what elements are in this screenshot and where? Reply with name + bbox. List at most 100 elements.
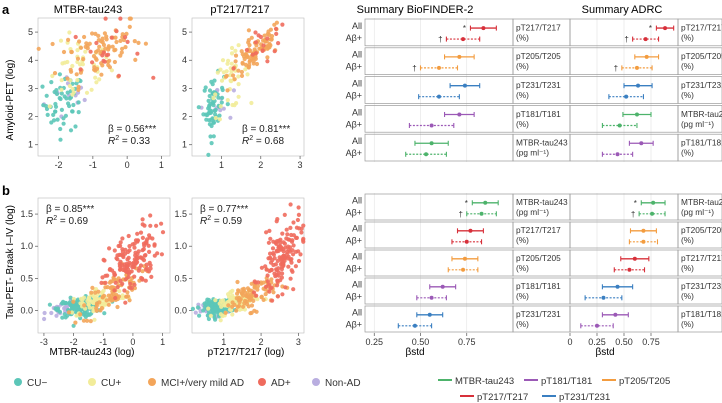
estimate-abeta (412, 323, 417, 328)
row-box (364, 249, 514, 277)
x-tick-label: 1 (219, 160, 224, 170)
row-label: pT181/T181 (516, 281, 561, 291)
data-point (96, 33, 101, 39)
data-point (266, 256, 271, 261)
data-point (93, 68, 98, 73)
estimate-all (651, 200, 656, 205)
row-label: pT231/T231 (516, 80, 561, 90)
data-point (296, 212, 301, 217)
data-point (81, 318, 86, 323)
data-point (142, 223, 147, 228)
data-point (54, 88, 59, 93)
data-point (148, 223, 153, 228)
data-point (99, 280, 104, 285)
row-label: (%) (516, 235, 529, 245)
data-point (98, 308, 103, 313)
data-point (159, 252, 164, 257)
data-point (265, 55, 270, 60)
data-point (110, 44, 115, 49)
data-point (63, 113, 68, 118)
data-point (93, 75, 98, 80)
data-point (40, 84, 45, 89)
data-point (127, 16, 132, 21)
data-point (211, 96, 216, 101)
data-point (114, 29, 119, 34)
x-tick-label: 0.25 (588, 337, 606, 347)
legend-label: MTBR-tau243 (455, 376, 514, 387)
data-point (66, 37, 71, 43)
row-label-all: All (352, 308, 362, 318)
x-tick-label: -2 (70, 337, 78, 347)
data-point (152, 243, 157, 248)
forest-b-bf2: MTBR-tau243(pg ml⁻¹)AllAβ+*†pT217/T217(%… (346, 193, 571, 347)
data-point (77, 39, 82, 44)
data-point (195, 305, 201, 310)
data-point (140, 248, 145, 253)
y-tick-label: 1.5 (174, 209, 187, 219)
data-point (213, 306, 218, 311)
legend-label-cu-: CU− (27, 378, 47, 389)
sig-abeta: † (624, 35, 628, 44)
row-label-all: All (352, 136, 362, 146)
data-point (246, 28, 251, 33)
sig-all: * (649, 24, 652, 33)
data-point (105, 285, 110, 290)
data-point (136, 249, 141, 254)
data-point (36, 46, 41, 51)
data-point (132, 245, 137, 250)
data-point (54, 313, 59, 318)
data-point (253, 56, 258, 62)
data-point (107, 246, 112, 251)
row-label: MTBR-tau243 (516, 138, 568, 148)
y-tick-label: 1 (182, 140, 187, 150)
data-point (236, 82, 241, 87)
data-point (283, 285, 288, 290)
data-point (113, 280, 118, 285)
data-point (239, 49, 244, 54)
data-point (229, 45, 235, 51)
data-point (229, 51, 235, 56)
row-label: (%) (516, 291, 529, 301)
data-point (136, 40, 141, 46)
data-point (293, 235, 299, 240)
data-point (209, 141, 214, 146)
data-point (118, 266, 123, 271)
y-tick-label: 0.5 (20, 273, 33, 283)
estimate-all (481, 26, 486, 31)
data-point (263, 264, 268, 269)
data-point (127, 260, 132, 265)
data-point (218, 104, 223, 109)
xlabel-pt217: pT217/T217 (log) (208, 347, 285, 358)
data-point (94, 80, 99, 85)
data-point (78, 70, 83, 75)
data-point (230, 312, 235, 317)
data-point (78, 67, 83, 72)
data-point (252, 285, 257, 290)
data-point (100, 36, 105, 41)
y-tick-label: 1 (28, 140, 33, 150)
data-point (260, 48, 265, 53)
row-label: pT217/T217 (681, 253, 722, 263)
data-point (67, 83, 72, 89)
data-point (129, 285, 134, 291)
data-point (291, 220, 296, 225)
estimate-all (440, 284, 445, 289)
data-point (106, 45, 111, 50)
data-point (216, 95, 221, 100)
row-label-abeta: Aβ+ (346, 148, 362, 158)
data-point (265, 273, 270, 278)
data-point (120, 46, 125, 51)
data-point (262, 33, 267, 38)
data-point (49, 80, 54, 85)
data-point (69, 49, 74, 55)
data-point (193, 310, 198, 315)
data-point (112, 48, 117, 53)
data-point (82, 303, 87, 308)
row-label: (%) (516, 32, 529, 42)
data-point (62, 60, 67, 65)
data-point (61, 121, 66, 126)
x-tick-label: 0 (130, 337, 135, 347)
data-point (266, 282, 271, 287)
row-label: pT217/T217 (516, 22, 561, 32)
data-point (204, 302, 209, 307)
